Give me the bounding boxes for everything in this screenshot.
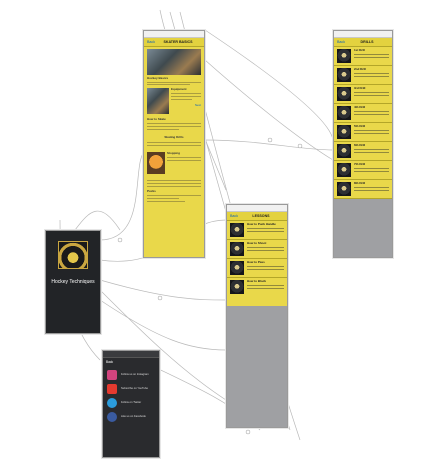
list-item-title: How to Shoot — [247, 242, 267, 245]
list-item[interactable]: 1st Drill — [334, 47, 392, 66]
list-item-title: 5th Drill — [354, 125, 366, 128]
section-heading: Pucks — [147, 188, 156, 193]
segue-line — [74, 210, 121, 231]
section-heading: Equipment — [171, 86, 187, 91]
list-item-title: How to Pass — [247, 261, 265, 264]
list-item-title: How to Block — [247, 280, 267, 283]
list-item[interactable]: 6th Drill — [334, 142, 392, 161]
social-header[interactable]: Back — [106, 360, 114, 364]
lesson-thumbnail — [230, 223, 244, 237]
skater-nav-bar: Back SKATER BASICS — [144, 38, 204, 47]
skater-basics-screen[interactable]: Back SKATER BASICS Hockey Basics Equipme… — [143, 30, 205, 258]
back-button[interactable]: Back — [230, 214, 238, 218]
list-item-title: 1st Drill — [354, 49, 366, 52]
drill-thumbnail — [337, 163, 351, 177]
status-bar — [227, 205, 287, 212]
list-item[interactable]: How to Block — [227, 278, 287, 296]
launch-title: Hockey Techniques — [51, 279, 95, 285]
list-item[interactable]: How to Pass — [227, 259, 287, 278]
equipment-photo — [147, 87, 169, 114]
status-bar — [334, 31, 392, 38]
youtube-icon — [107, 384, 117, 394]
facebook-icon — [107, 412, 117, 422]
segue-line — [204, 139, 334, 151]
lessons-screen[interactable]: Back LESSONS How to Puck Handle How to S… — [226, 204, 288, 428]
segue-line — [99, 279, 227, 301]
social-item[interactable]: Follow on Twitter — [107, 398, 155, 408]
drill-thumbnail — [337, 106, 351, 120]
lesson-thumbnail — [230, 242, 244, 256]
list-item-title: 7th Drill — [354, 163, 366, 166]
segue-line — [99, 289, 227, 401]
list-item[interactable]: 5th Drill — [334, 123, 392, 142]
drill-thumbnail — [337, 144, 351, 158]
drill-thumbnail — [337, 125, 351, 139]
jersey-image — [147, 151, 165, 174]
drill-thumbnail — [337, 68, 351, 82]
social-item[interactable]: Follow us on Instagram — [107, 370, 155, 380]
segue-line — [99, 299, 227, 351]
list-item-title: 2nd Drill — [354, 68, 367, 71]
skater-photo — [147, 49, 201, 75]
back-button[interactable]: Back — [337, 40, 345, 44]
segue-line — [204, 29, 334, 141]
list-item-title: 3rd Drill — [354, 87, 366, 90]
list-item[interactable]: 4th Drill — [334, 104, 392, 123]
lessons-nav-title: LESSONS — [252, 214, 270, 218]
lessons-list: How to Puck Handle How to Shoot How to P… — [227, 221, 287, 306]
segue-node — [297, 143, 303, 149]
social-screen[interactable]: Back Follow us on Instagram Subscribe on… — [102, 350, 160, 458]
lesson-thumbnail — [230, 280, 244, 294]
list-item-title: 6th Drill — [354, 144, 366, 147]
section-heading: Skating Drills — [164, 135, 184, 140]
list-item[interactable]: 7th Drill — [334, 161, 392, 180]
drills-nav-title: DRILLS — [360, 40, 374, 44]
social-item-text: Follow us on Instagram — [121, 373, 149, 377]
logo-shield-icon — [58, 241, 88, 269]
drill-thumbnail — [337, 87, 351, 101]
list-item[interactable]: 3rd Drill — [334, 85, 392, 104]
segue-node — [267, 137, 273, 143]
segue-node — [117, 237, 123, 243]
segue-line — [204, 59, 334, 161]
list-item[interactable]: How to Puck Handle — [227, 221, 287, 240]
section-heading: Hockey Basics — [147, 76, 169, 80]
skater-nav-title: SKATER BASICS — [163, 40, 193, 44]
segue-node — [245, 429, 251, 435]
status-bar — [103, 351, 159, 358]
list-item-title: 8th Drill — [354, 182, 366, 185]
social-item[interactable]: Subscribe on YouTube — [107, 384, 155, 394]
launch-screen[interactable]: Hockey Techniques — [45, 230, 101, 334]
drills-nav-bar: Back DRILLS — [334, 38, 392, 47]
drills-screen[interactable]: Back DRILLS 1st Drill 2nd Drill 3rd Dril… — [333, 30, 393, 258]
drill-thumbnail — [337, 182, 351, 196]
section-heading: Stopping — [167, 150, 180, 155]
lessons-nav-bar: Back LESSONS — [227, 212, 287, 221]
drills-list: 1st Drill 2nd Drill 3rd Drill 4th Drill … — [334, 47, 392, 199]
instagram-icon — [107, 370, 117, 380]
twitter-icon — [107, 398, 117, 408]
list-item[interactable]: 2nd Drill — [334, 66, 392, 85]
social-item[interactable]: Like us on Facebook — [107, 412, 155, 422]
list-item[interactable]: How to Shoot — [227, 240, 287, 259]
social-item-text: Follow on Twitter — [121, 401, 142, 405]
back-button[interactable]: Back — [147, 40, 155, 44]
list-item-title: 4th Drill — [354, 106, 366, 109]
list-item-title: How to Puck Handle — [247, 223, 276, 226]
section-heading: How to Skate — [147, 116, 166, 121]
social-item-text: Like us on Facebook — [121, 415, 146, 419]
segue-line — [99, 149, 147, 241]
segue-node — [157, 295, 163, 301]
social-item-text: Subscribe on YouTube — [121, 387, 148, 391]
status-bar — [144, 31, 204, 38]
next-link[interactable]: Next — [194, 103, 201, 108]
lesson-thumbnail — [230, 261, 244, 275]
list-item[interactable]: 8th Drill — [334, 180, 392, 199]
drill-thumbnail — [337, 49, 351, 63]
